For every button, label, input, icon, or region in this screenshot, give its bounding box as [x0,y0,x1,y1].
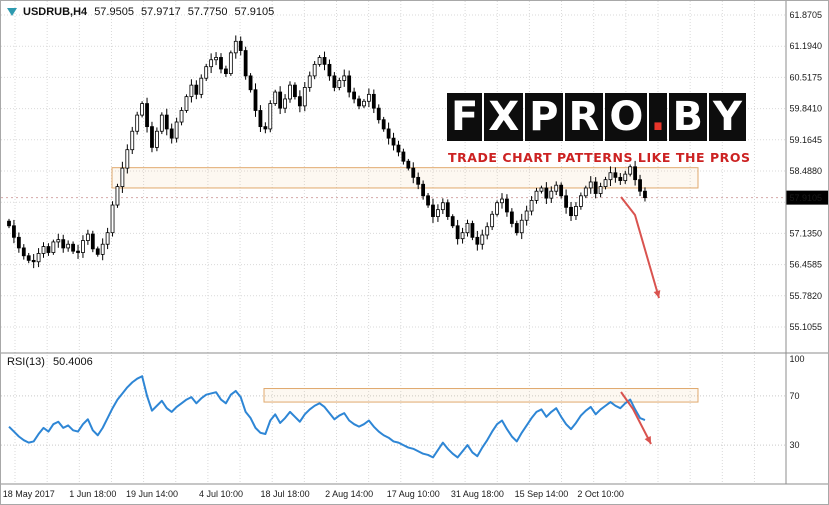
rsi-axis-label: 100 [790,354,805,364]
time-axis-label: 31 Aug 18:00 [451,489,504,499]
logo-letter: Y [709,93,746,141]
price-axis-label: 56.4585 [790,260,823,270]
candlestick-series [7,35,647,269]
rsi-axis-label: 70 [790,391,800,401]
logo-tagline: TRADE CHART PATTERNS LIKE THE PROS [448,150,751,165]
price-axis-label: 55.7820 [790,291,823,301]
time-axis-label: 2 Oct 10:00 [577,489,624,499]
quote-low: 57.7750 [187,6,228,18]
pattern-zones [111,167,699,403]
indicator-name: RSI(13) [7,356,45,368]
logo-letter: O [605,93,648,141]
price-axis-label: 59.8410 [790,104,823,114]
time-axis-label: 18 May 2017 [3,489,55,499]
rsi-axis[interactable]: 100 70 30 [790,354,805,450]
logo-letter: R [564,93,604,141]
rsi-zone-box [263,388,699,403]
chart-title: USDRUB,H4 57.9505 57.9717 57.7750 57.910… [7,6,274,18]
quote-high: 57.9717 [140,6,181,18]
time-axis[interactable]: 18 May 2017 1 Jun 18:00 19 Jun 14:00 4 Jul … [3,489,624,499]
quote-open: 57.9505 [94,6,134,18]
price-axis-label: 61.8705 [790,10,823,20]
indicator-value: 50.4006 [52,356,93,368]
current-price-label: 57.9105 [790,193,823,203]
price-axis-label: 59.1645 [790,135,823,145]
price-axis-label: 55.1055 [790,322,823,332]
time-axis-label: 15 Sep 14:00 [515,489,569,499]
main-zone-box [111,167,699,189]
time-axis-label: 19 Jun 14:00 [126,489,178,499]
time-axis-label: 2 Aug 14:00 [325,489,373,499]
logo-letter: X [484,93,524,141]
indicator-label: RSI(13) 50.4006 [7,356,93,368]
price-axis-label: 61.1940 [790,41,823,51]
time-axis-label: 4 Jul 10:00 [199,489,243,499]
logo-letter: B [668,93,708,141]
logo-letter: P [525,93,563,141]
forecast-arrows [620,196,661,445]
price-axis-label: 58.4880 [790,166,823,176]
current-price-badge [786,190,828,205]
grid [1,1,786,484]
price-axis[interactable]: 61.8705 61.1940 60.5175 59.8410 59.1645 58.48… [786,10,829,332]
symbol-timeframe: USDRUB,H4 [23,6,88,18]
logo-dot: . [649,93,667,141]
symbol-icon [7,8,17,16]
price-axis-label: 60.5175 [790,72,823,82]
time-axis-label: 17 Aug 10:00 [387,489,440,499]
quote-close: 57.9105 [234,6,275,18]
time-axis-label: 18 Jul 18:00 [261,489,310,499]
time-axis-label: 1 Jun 18:00 [69,489,116,499]
price-axis-label: 57.1350 [790,228,823,238]
rsi-line [8,375,646,459]
logo-letter: F [447,93,483,141]
rsi-axis-label: 30 [790,440,800,450]
